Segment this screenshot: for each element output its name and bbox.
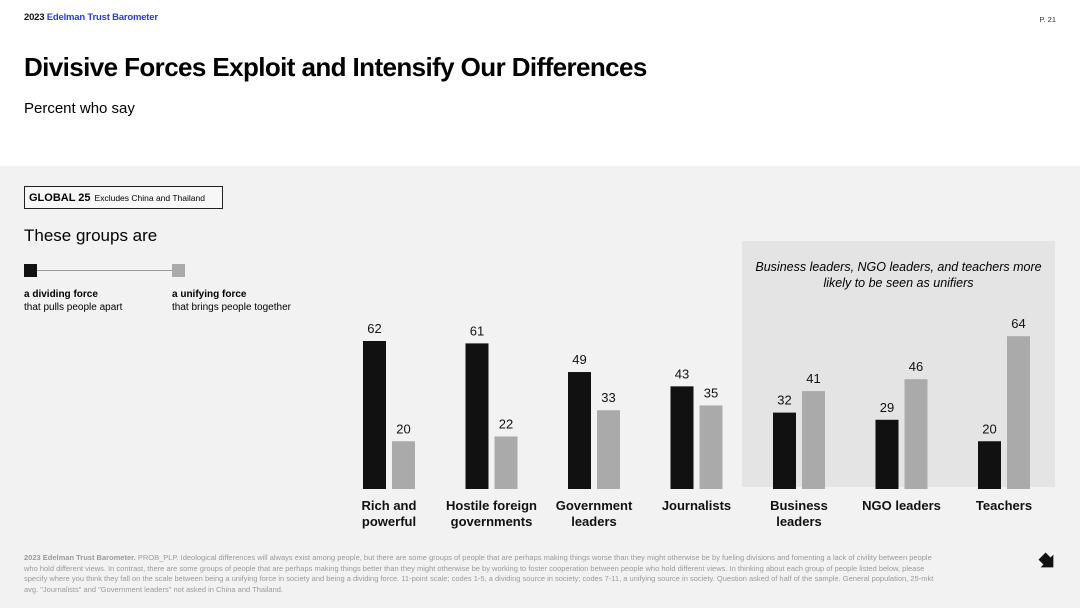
data-label-dividing-6: 20 [982, 421, 996, 436]
bar-unifying-1 [494, 436, 518, 489]
data-label-unifying-5: 46 [909, 359, 923, 374]
category-label-0: Rich and powerful [362, 498, 417, 529]
page-subtitle: Percent who say [24, 100, 135, 117]
source-footnote: 2023 Edelman Trust Barometer. PROB_PLP. … [24, 553, 944, 595]
data-label-dividing-5: 29 [880, 400, 894, 415]
bar-unifying-2 [597, 410, 620, 489]
data-label-dividing-0: 62 [367, 321, 381, 336]
category-label-5: NGO leaders [862, 498, 941, 513]
legend-dividing-swatch [24, 264, 37, 277]
data-label-unifying-4: 41 [806, 371, 820, 386]
bar-dividing-6 [978, 441, 1001, 489]
data-label-unifying-1: 22 [499, 416, 513, 431]
legend-scale-line [36, 270, 173, 271]
bar-dividing-2 [568, 372, 591, 489]
chart-heading: These groups are [24, 226, 158, 245]
header-area [0, 0, 1080, 166]
scope-badge: GLOBAL 25 Excludes China and Thailand [24, 186, 223, 209]
legend-dividing: a dividing force that pulls people apart [24, 288, 122, 314]
scope-label: GLOBAL 25 [29, 191, 91, 204]
bar-unifying-3 [699, 405, 723, 489]
brand-name: Edelman Trust Barometer [46, 12, 158, 23]
page-title: Divisive Forces Exploit and Intensify Ou… [24, 52, 647, 82]
legend-dividing-desc: that pulls people apart [24, 302, 123, 313]
source-footnote-title: 2023 Edelman Trust Barometer. [24, 553, 136, 562]
bar-dividing-0 [363, 341, 386, 489]
legend-unifying: a unifying force that brings people toge… [172, 288, 291, 314]
brand-year: 2023 [24, 12, 45, 23]
page-number: P. 21 [1039, 15, 1056, 24]
bar-dividing-3 [670, 386, 694, 489]
category-label-6: Teachers [976, 498, 1032, 513]
bar-dividing-1 [465, 343, 489, 489]
category-label-3: Journalists [662, 498, 731, 513]
legend-unifying-desc: that brings people together [172, 302, 291, 313]
bar-unifying-4 [802, 391, 825, 489]
bar-unifying-6 [1007, 336, 1030, 489]
data-label-unifying-6: 64 [1011, 316, 1025, 331]
data-label-unifying-3: 35 [704, 385, 718, 400]
next-arrow-icon[interactable] [1036, 550, 1058, 572]
category-label-2: Government leaders [556, 498, 633, 529]
data-label-dividing-4: 32 [777, 393, 791, 408]
data-label-dividing-2: 49 [572, 352, 586, 367]
legend-unifying-swatch [172, 264, 185, 277]
category-label-1: Hostile foreign governments [446, 498, 537, 529]
data-label-unifying-0: 20 [396, 421, 410, 436]
unifiers-callout: Business leaders, NGO leaders, and teach… [755, 260, 1042, 290]
legend-dividing-title: a dividing force [24, 289, 98, 300]
bar-dividing-4 [773, 412, 796, 489]
data-label-dividing-3: 43 [675, 366, 689, 381]
data-label-dividing-1: 61 [470, 323, 484, 338]
bar-dividing-5 [875, 419, 899, 489]
brand-logo: 2023 Edelman Trust Barometer [24, 12, 158, 23]
bar-unifying-5 [904, 379, 928, 489]
data-label-unifying-2: 33 [601, 390, 615, 405]
source-footnote-text: PROB_PLP. Ideological differences will a… [24, 553, 934, 594]
legend-unifying-title: a unifying force [172, 289, 247, 300]
scope-note: Excludes China and Thailand [94, 192, 205, 203]
bar-unifying-0 [392, 441, 415, 489]
category-label-4: Business leaders [770, 498, 828, 529]
